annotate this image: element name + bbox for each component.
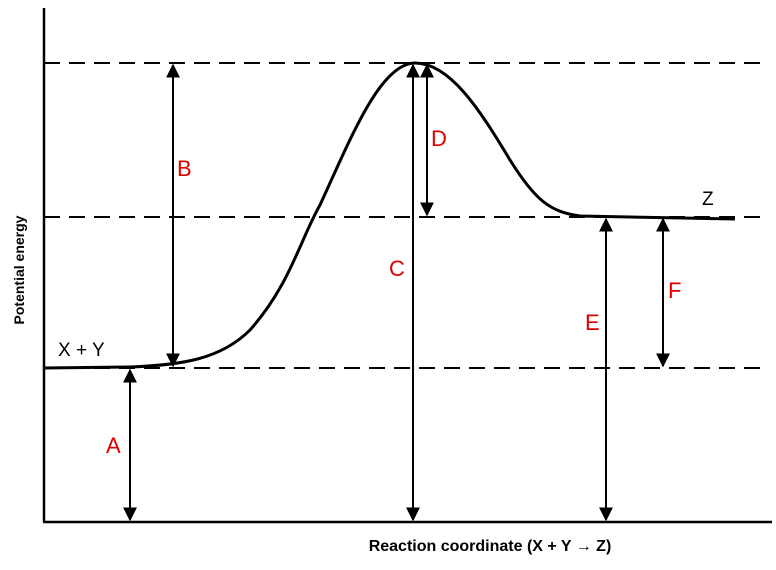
arrow-label: C: [389, 256, 405, 281]
y-axis-label: Potential energy: [11, 215, 27, 324]
reactants-label: X + Y: [58, 340, 105, 361]
arrow-label: E: [585, 310, 600, 335]
x-axis-label: Reaction coordinate (X + Y → Z): [369, 538, 612, 555]
arrow-label: A: [106, 433, 121, 458]
arrow-label: B: [177, 156, 192, 181]
arrow-label: D: [431, 126, 447, 151]
energy-curve: [43, 61, 736, 370]
arrow-label: F: [668, 278, 681, 303]
product-label: Z: [702, 189, 714, 210]
